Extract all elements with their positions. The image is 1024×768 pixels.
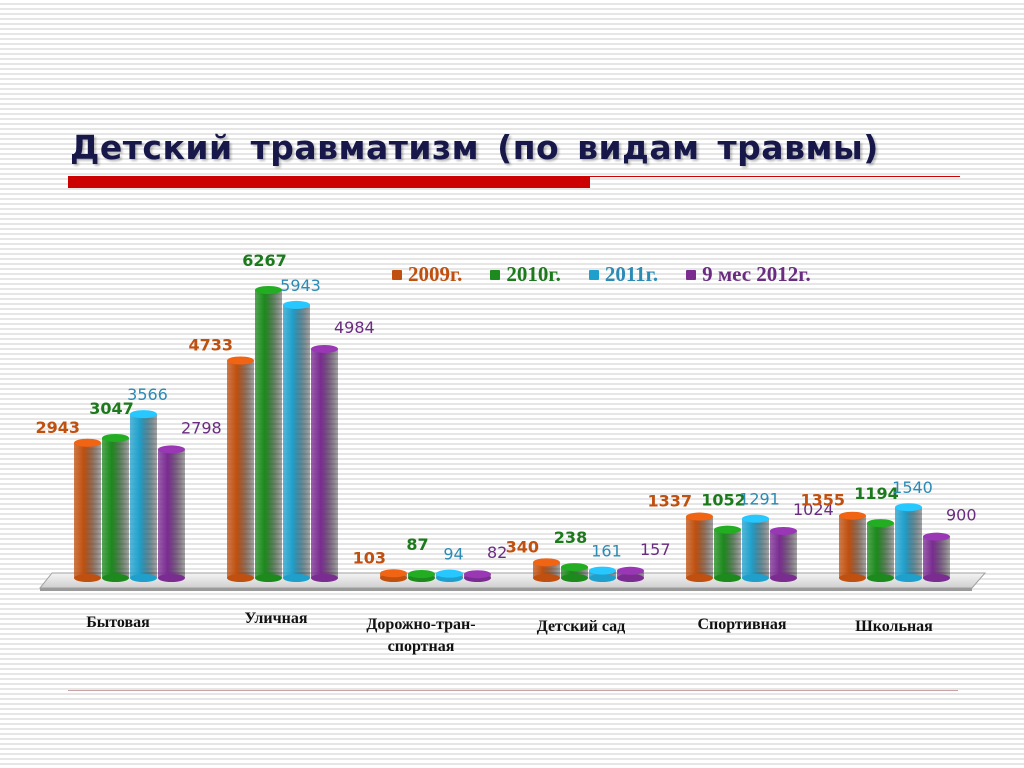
data-label: 1355: [800, 491, 845, 510]
legend-label-2011: 2011г.: [604, 262, 659, 286]
bar: [533, 558, 560, 582]
legend-item-2010: 2010г.: [490, 262, 561, 287]
bar: [561, 563, 588, 582]
bar: [589, 566, 616, 582]
category-label-kindergarten: Детский сад: [536, 618, 626, 635]
bar: [74, 438, 101, 582]
category-label-sports: Спортивная: [697, 616, 787, 633]
bar: [408, 570, 435, 582]
bar: [714, 525, 741, 582]
data-label: 1337: [647, 492, 692, 511]
data-label: 4733: [188, 335, 233, 354]
category-label-school: Школьная: [855, 618, 933, 635]
bar: [895, 503, 922, 582]
bar: [839, 511, 866, 582]
bar: [436, 569, 463, 582]
legend-swatch-2012: [686, 269, 697, 280]
bar: [255, 286, 282, 582]
data-label: 161: [591, 542, 622, 561]
data-label: 157: [640, 540, 671, 559]
data-label: 1194: [854, 484, 899, 503]
data-label: 3047: [89, 399, 134, 418]
bar: [742, 514, 769, 582]
bar: [130, 410, 157, 582]
chart-legend: 2009г. 2010г. 2011г. 9 мес 2012г.: [392, 262, 811, 287]
data-label: 4984: [334, 318, 375, 337]
bar: [311, 344, 338, 582]
data-label: 1540: [892, 478, 933, 497]
category-label-household: Бытовая: [86, 614, 150, 631]
bar: [227, 356, 254, 582]
data-label: 1291: [739, 490, 780, 509]
data-label: 238: [554, 528, 587, 547]
category-label-street: Уличная: [244, 610, 308, 627]
legend-item-2011: 2011г.: [588, 262, 659, 287]
legend-label-2010: 2010г.: [506, 262, 561, 286]
page-title: Детский травматизм (по видам травмы): [70, 128, 879, 167]
legend-item-2012: 9 мес 2012г.: [686, 262, 811, 287]
bar: [686, 512, 713, 582]
bar: [770, 526, 797, 582]
data-label: 900: [946, 506, 977, 525]
category-label-road-transport: Дорожно-тран- спортная: [366, 616, 476, 655]
chart-floor-edge: [40, 588, 972, 591]
data-label: 340: [506, 537, 539, 556]
legend-swatch-2011: [588, 269, 599, 280]
title-underline-line: [590, 176, 960, 177]
data-label: 6267: [242, 251, 287, 270]
data-label: 1052: [701, 491, 746, 510]
bar: [380, 569, 407, 582]
data-label: 94: [443, 545, 463, 564]
bar: [617, 566, 644, 582]
legend-label-2009: 2009г.: [408, 262, 463, 286]
bar: [867, 519, 894, 582]
data-label: 3566: [127, 385, 168, 404]
legend-swatch-2009: [392, 269, 402, 280]
bar: [283, 300, 310, 582]
data-label: 2943: [35, 418, 80, 437]
bar: [923, 532, 950, 582]
bar: [102, 433, 129, 582]
bar: [158, 445, 185, 582]
data-label: 87: [406, 535, 428, 554]
data-label: 1024: [793, 500, 834, 519]
data-label: 103: [353, 548, 386, 567]
footer-line: [68, 690, 958, 691]
title-underline-bar: [68, 176, 590, 188]
legend-swatch-2010: [490, 269, 501, 280]
data-label: 5943: [280, 276, 321, 295]
legend-label-2012: 9 мес 2012г.: [702, 262, 811, 286]
data-label: 82: [487, 543, 507, 562]
bar: [464, 570, 491, 582]
data-label: 2798: [181, 418, 222, 437]
legend-item-2009: 2009г.: [392, 262, 462, 287]
